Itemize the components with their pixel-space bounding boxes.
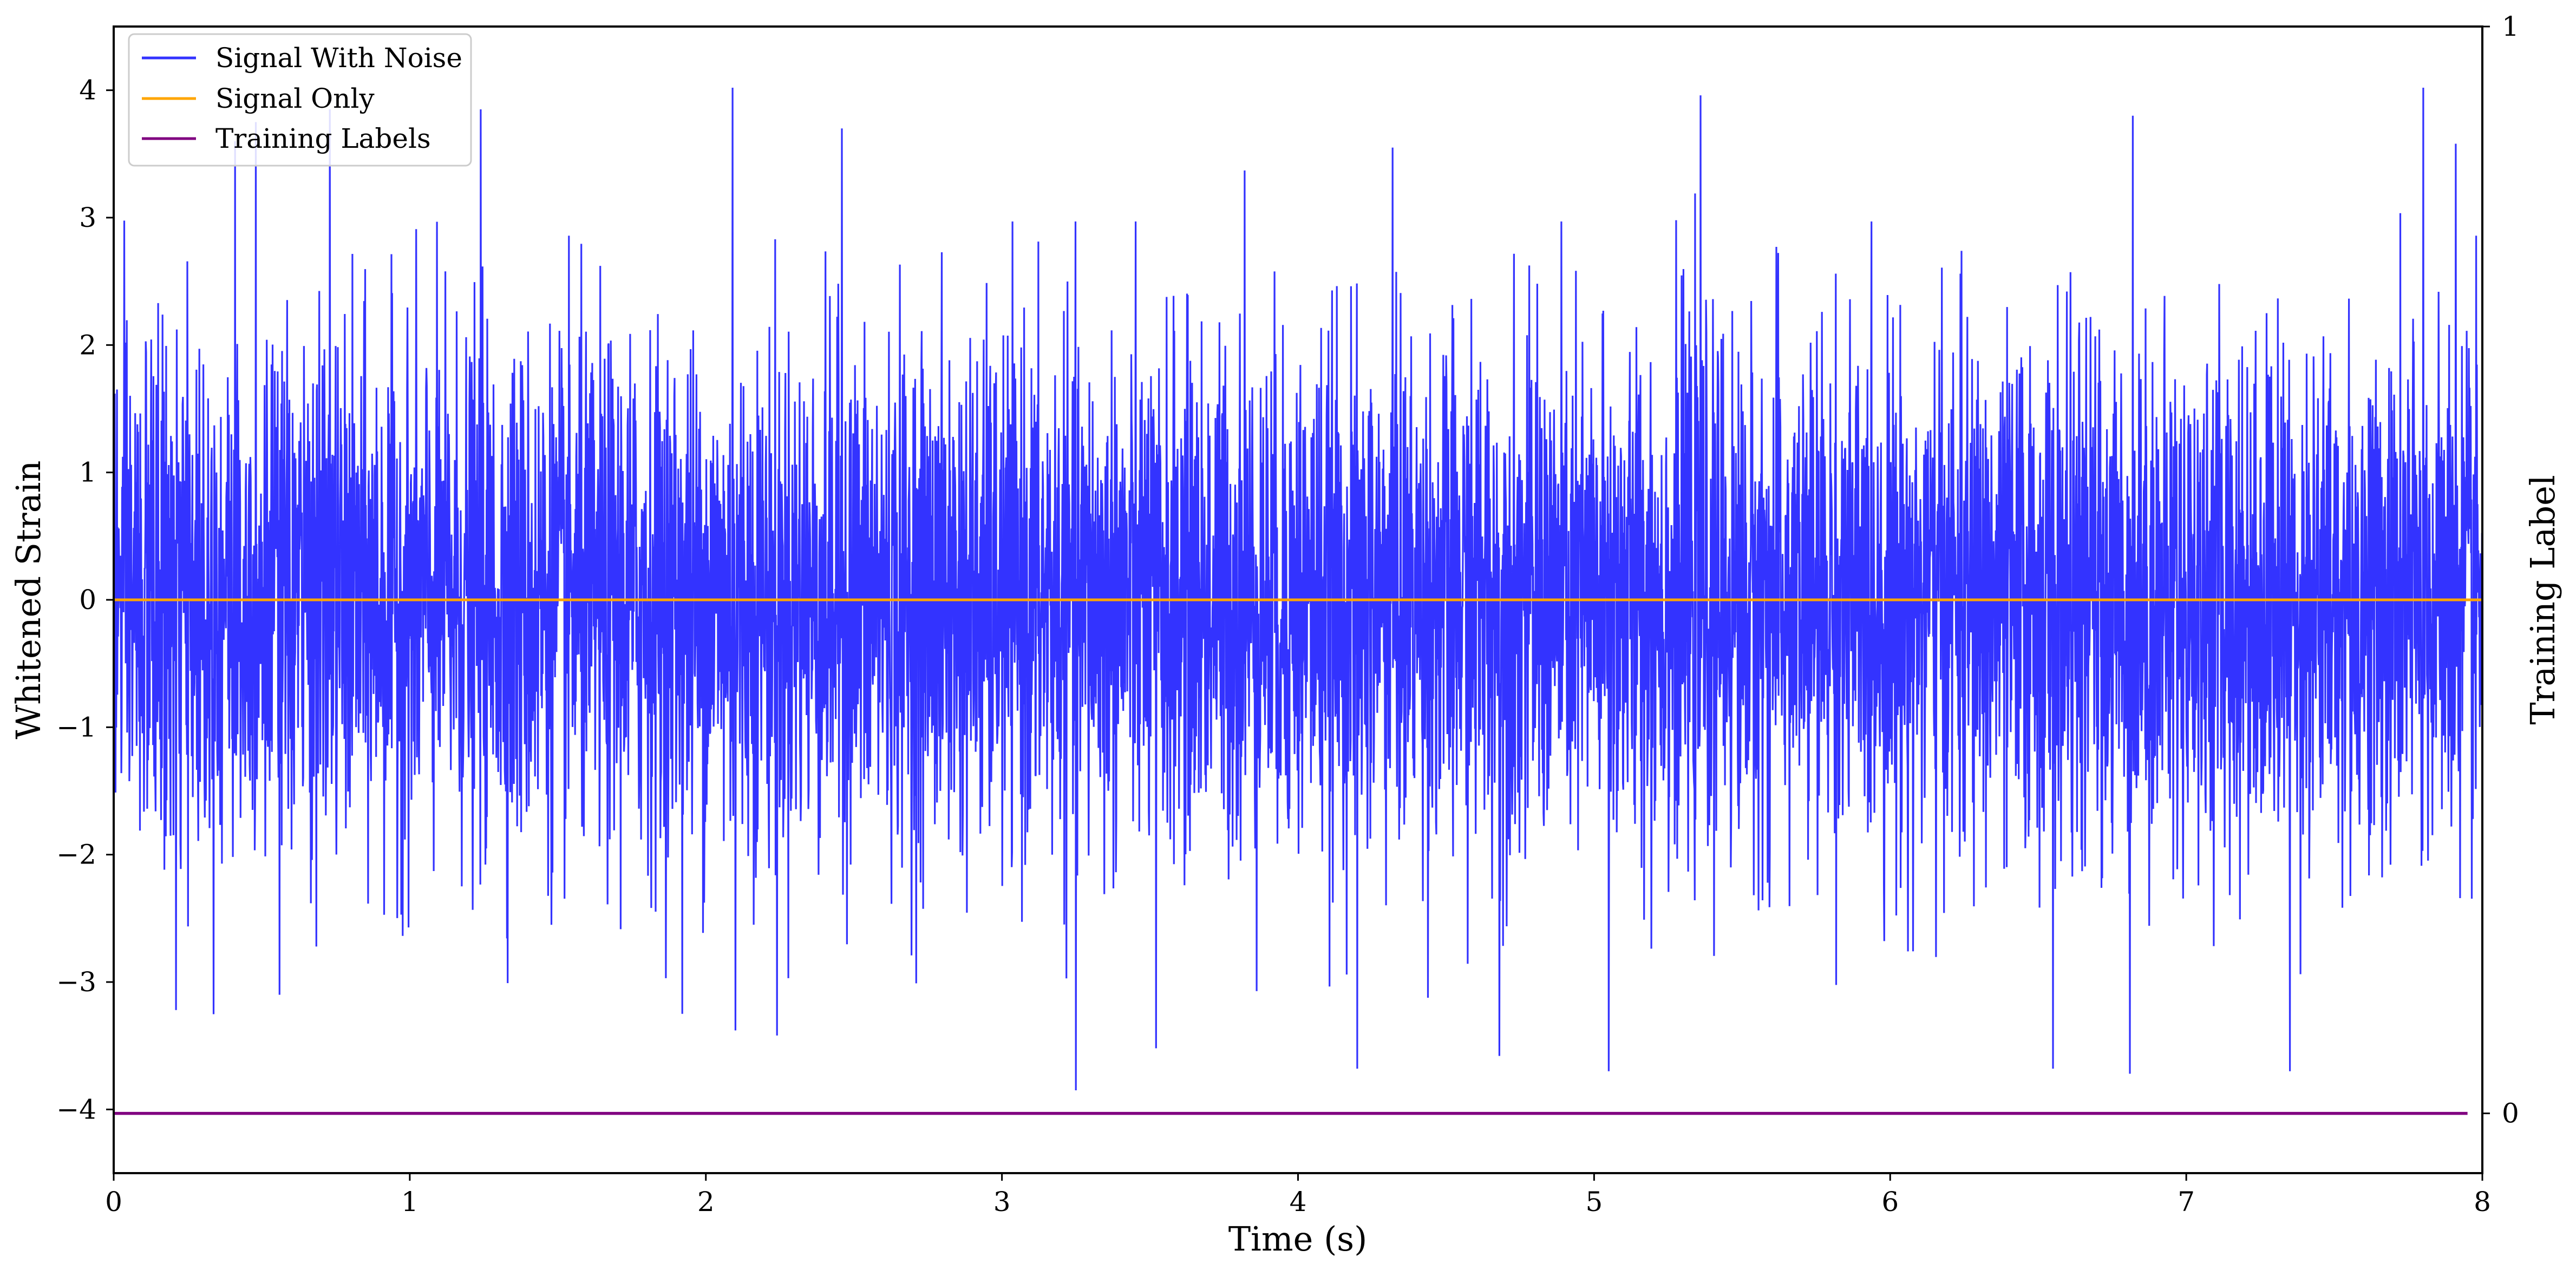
- legend-label-signal-only: Signal Only: [215, 83, 375, 114]
- y-tick-label: 3: [79, 202, 96, 233]
- x-tick-label: 6: [1881, 1186, 1899, 1218]
- x-tick-label: 0: [105, 1186, 122, 1218]
- y-right-tick-label: 1: [2502, 11, 2519, 42]
- y-axis-title: Whitened Strain: [9, 461, 48, 740]
- x-axis-title: Time (s): [1228, 1219, 1368, 1259]
- x-tick-label: 1: [401, 1186, 419, 1218]
- legend-label-training-labels: Training Labels: [215, 123, 431, 154]
- y-tick-label: −1: [56, 711, 96, 743]
- y-axis-right-title: Training Label: [2523, 475, 2562, 724]
- y-right-tick-label: 0: [2502, 1098, 2519, 1129]
- x-tick-label: 3: [993, 1186, 1011, 1218]
- plot-area: [114, 87, 2482, 1115]
- y-axis-right: 01: [2482, 11, 2519, 1129]
- y-tick-label: 4: [79, 75, 96, 106]
- x-tick-label: 8: [2474, 1186, 2491, 1218]
- x-tick-label: 4: [1290, 1186, 1307, 1218]
- y-tick-label: −3: [56, 966, 96, 998]
- y-tick-label: −4: [56, 1094, 96, 1125]
- x-tick-label: 7: [2178, 1186, 2195, 1218]
- legend: Signal With Noise Signal Only Training L…: [128, 33, 472, 167]
- x-axis: 0 1 2 3 4 5 6 7 8: [105, 1173, 2491, 1218]
- y-tick-label: 1: [79, 457, 96, 488]
- y-axis-left: −4 −3 −2 −1 0 1 2 3 4: [56, 75, 114, 1125]
- y-tick-label: 0: [79, 584, 96, 616]
- y-tick-label: 2: [79, 329, 96, 361]
- legend-label-signal-with-noise: Signal With Noise: [215, 42, 462, 74]
- x-tick-label: 5: [1585, 1186, 1603, 1218]
- x-tick-label: 2: [697, 1186, 715, 1218]
- series-signal-with-noise-line: [114, 87, 2482, 1091]
- legend-box: [128, 33, 472, 167]
- y-tick-label: −2: [56, 839, 96, 871]
